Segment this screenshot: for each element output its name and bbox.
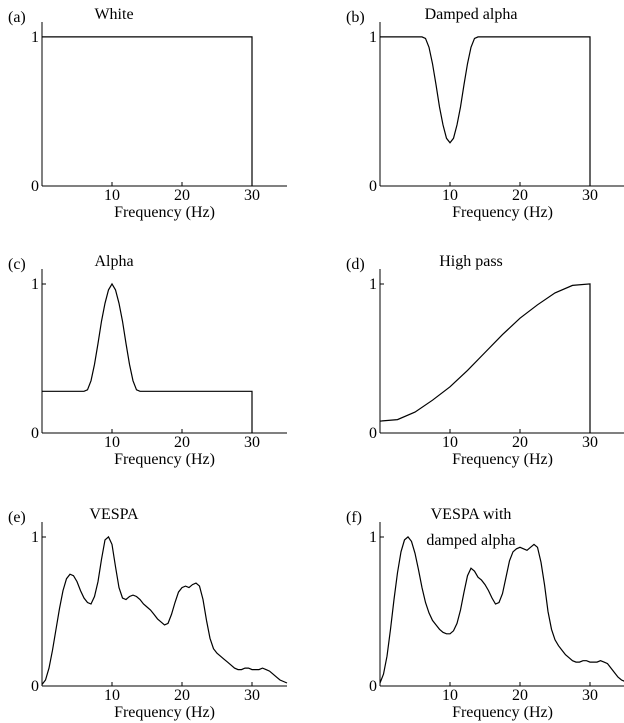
x-tick-label: 30	[244, 687, 260, 704]
y-tick-label: 1	[369, 29, 377, 46]
chart-title-line2: damped alpha	[426, 532, 515, 549]
y-tick-label: 0	[369, 178, 377, 195]
chart-title: Alpha	[94, 253, 133, 270]
series-line	[41, 535, 288, 685]
series-line	[42, 282, 253, 433]
x-tick-label: 10	[442, 187, 458, 204]
x-tick-label: 10	[104, 434, 120, 451]
x-tick-label: 30	[582, 434, 598, 451]
series-line	[379, 283, 591, 433]
chart-title: VESPA with	[431, 506, 512, 523]
series-line	[380, 36, 591, 186]
chart-panel-4: 10 20 30 0 1 Frequency (Hz) (e) VESPA	[8, 506, 288, 721]
x-tick-label: 20	[174, 434, 190, 451]
y-tick-label: 0	[369, 678, 377, 695]
series-line	[379, 536, 624, 684]
panel-label: (c)	[8, 256, 26, 273]
panel-label: (a)	[8, 9, 26, 26]
y-tick-label: 1	[369, 276, 377, 293]
y-tick-label: 0	[31, 425, 39, 442]
chart-title: Damped alpha	[425, 6, 518, 23]
x-axis-label: Frequency (Hz)	[452, 704, 553, 721]
chart-title: High pass	[439, 253, 503, 270]
x-tick-label: 20	[512, 434, 528, 451]
x-tick-label: 20	[512, 187, 528, 204]
chart-panel-5: 10 20 30 0 1 Frequency (Hz) (f) VESPA with dampe…	[346, 506, 624, 721]
panel-label: (d)	[346, 256, 365, 273]
y-tick-label: 0	[31, 678, 39, 695]
x-axis-label: Frequency (Hz)	[114, 704, 215, 721]
x-tick-label: 20	[174, 187, 190, 204]
chart-panel-1: 10 20 30 0 1 Frequency (Hz) (b) Damped alpha	[346, 6, 624, 221]
series-line	[42, 36, 253, 186]
x-tick-label: 30	[582, 187, 598, 204]
x-axis-label: Frequency (Hz)	[114, 451, 215, 468]
y-tick-label: 1	[31, 29, 39, 46]
x-axis-label: Frequency (Hz)	[114, 204, 215, 221]
x-tick-label: 10	[104, 187, 120, 204]
chart-panel-0: 10 20 30 0 1 Frequency (Hz) (a) White	[8, 6, 287, 221]
x-tick-label: 10	[104, 687, 120, 704]
x-tick-label: 10	[442, 434, 458, 451]
panel-label: (b)	[346, 9, 365, 26]
y-tick-label: 1	[369, 529, 377, 546]
chart-title: VESPA	[89, 506, 139, 523]
x-axis-label: Frequency (Hz)	[452, 451, 553, 468]
x-tick-label: 30	[582, 687, 598, 704]
x-axis-label: Frequency (Hz)	[452, 204, 553, 221]
y-tick-label: 1	[31, 276, 39, 293]
x-tick-label: 20	[512, 687, 528, 704]
panel-label: (e)	[8, 509, 26, 526]
x-tick-label: 20	[174, 687, 190, 704]
chart-panel-3: 10 20 30 0 1 Frequency (Hz) (d) High pass	[346, 253, 624, 468]
y-tick-label: 1	[31, 529, 39, 546]
x-tick-label: 30	[244, 187, 260, 204]
chart-title: White	[94, 6, 133, 23]
x-tick-label: 30	[244, 434, 260, 451]
x-tick-label: 10	[442, 687, 458, 704]
y-tick-label: 0	[369, 425, 377, 442]
panel-label: (f)	[346, 509, 362, 526]
chart-panel-2: 10 20 30 0 1 Frequency (Hz) (c) Alpha	[8, 253, 287, 468]
y-tick-label: 0	[31, 178, 39, 195]
